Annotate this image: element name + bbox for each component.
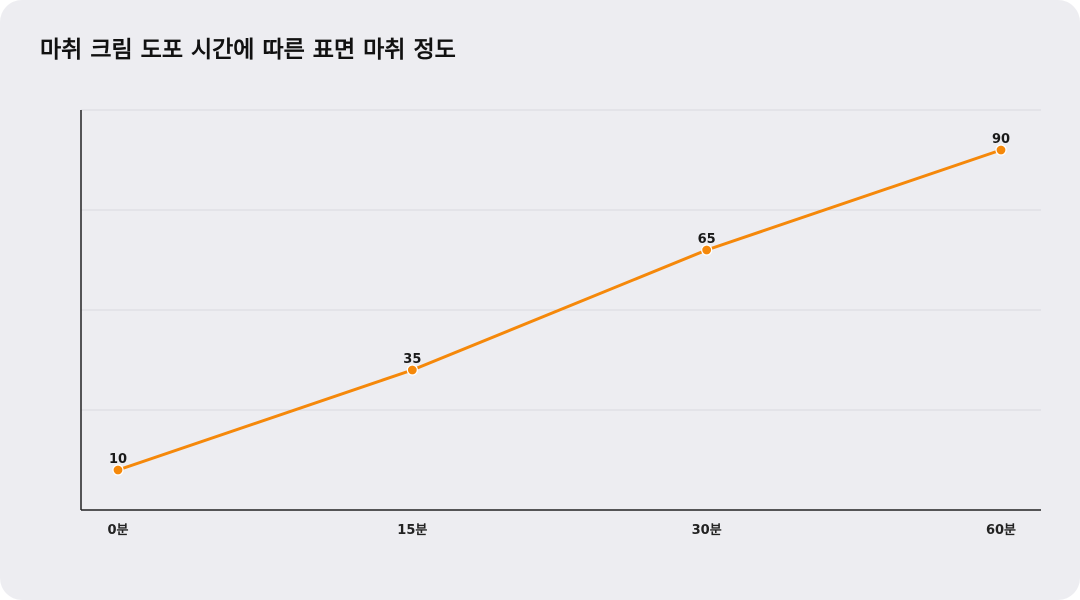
data-label: 10	[109, 452, 127, 467]
x-tick-label: 15분	[397, 523, 427, 538]
chart-title: 마취 크림 도포 시간에 따른 표면 마취 정도	[40, 37, 456, 63]
grid-lines	[81, 109, 1041, 411]
data-label: 65	[698, 232, 716, 247]
x-tick-label: 30분	[692, 523, 722, 538]
data-label: 90	[992, 132, 1010, 147]
x-tick-label: 60분	[986, 523, 1016, 538]
data-label: 35	[403, 352, 421, 367]
x-tick-label: 0분	[107, 523, 128, 538]
axes	[80, 110, 1041, 511]
data-point	[995, 144, 1007, 156]
series-line	[116, 148, 1003, 472]
labels-layer: 0분 15분 30분 60분 10 35 65 90	[107, 132, 1016, 538]
data-point	[112, 464, 124, 476]
series-layer	[112, 144, 1007, 476]
data-point	[701, 244, 713, 256]
data-point	[406, 364, 418, 376]
